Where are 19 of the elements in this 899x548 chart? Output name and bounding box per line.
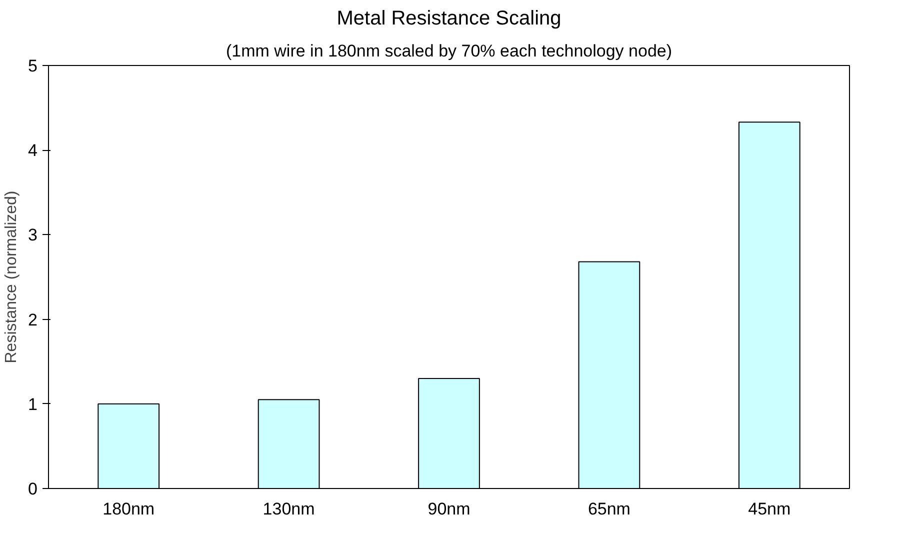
bar xyxy=(98,403,160,488)
x-tick-label: 180nm xyxy=(102,500,155,518)
y-tick-label: 2 xyxy=(28,310,38,330)
x-tick-label: 45nm xyxy=(748,500,791,518)
bar xyxy=(418,378,480,488)
y-tick-label: 3 xyxy=(28,226,38,245)
bar xyxy=(258,399,320,488)
x-tick-label: 130nm xyxy=(262,500,315,518)
y-tick-label: 0 xyxy=(28,480,38,498)
bar xyxy=(738,122,800,488)
y-tick-label: 5 xyxy=(28,56,38,76)
y-axis-title: Resistance (normalized) xyxy=(3,190,20,364)
y-tick-label: 4 xyxy=(28,141,38,160)
chart-subtitle: (1mm wire in 180nm scaled by 70% each technology node) xyxy=(226,42,672,60)
chart-title: Metal Resistance Scaling xyxy=(336,8,562,30)
bar xyxy=(578,261,640,488)
y-tick-label: 1 xyxy=(28,394,38,414)
x-tick-label: 65nm xyxy=(588,500,630,518)
x-tick-label: 90nm xyxy=(428,500,470,518)
